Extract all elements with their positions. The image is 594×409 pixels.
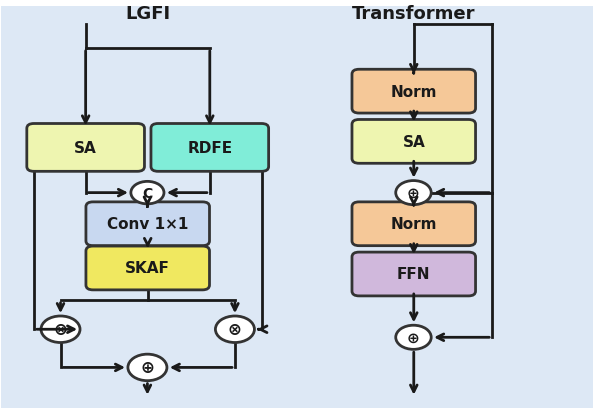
Text: FFN: FFN <box>397 267 431 282</box>
FancyBboxPatch shape <box>352 120 476 164</box>
FancyBboxPatch shape <box>352 252 476 296</box>
Text: ⊕: ⊕ <box>407 330 420 345</box>
Text: ⊗: ⊗ <box>53 321 68 338</box>
Circle shape <box>41 316 80 343</box>
Text: SA: SA <box>402 135 425 150</box>
FancyBboxPatch shape <box>86 202 210 246</box>
Circle shape <box>131 182 164 204</box>
Text: Conv 1×1: Conv 1×1 <box>107 217 188 231</box>
Text: SKAF: SKAF <box>125 261 170 276</box>
Text: ⊕: ⊕ <box>141 359 154 377</box>
Text: RDFE: RDFE <box>187 141 232 155</box>
FancyBboxPatch shape <box>352 202 476 246</box>
Circle shape <box>216 316 254 343</box>
Text: ⊗: ⊗ <box>228 321 242 338</box>
FancyBboxPatch shape <box>151 124 268 172</box>
FancyBboxPatch shape <box>86 247 210 290</box>
Circle shape <box>396 181 431 205</box>
Text: Norm: Norm <box>390 217 437 231</box>
Text: SA: SA <box>74 141 97 155</box>
FancyBboxPatch shape <box>352 70 476 114</box>
Text: Transformer: Transformer <box>352 5 476 23</box>
FancyBboxPatch shape <box>27 124 144 172</box>
Text: ⊕: ⊕ <box>407 186 420 201</box>
Text: Norm: Norm <box>390 84 437 99</box>
Circle shape <box>396 326 431 349</box>
Text: C: C <box>143 186 153 200</box>
Text: LGFI: LGFI <box>125 5 170 23</box>
Circle shape <box>128 354 167 381</box>
